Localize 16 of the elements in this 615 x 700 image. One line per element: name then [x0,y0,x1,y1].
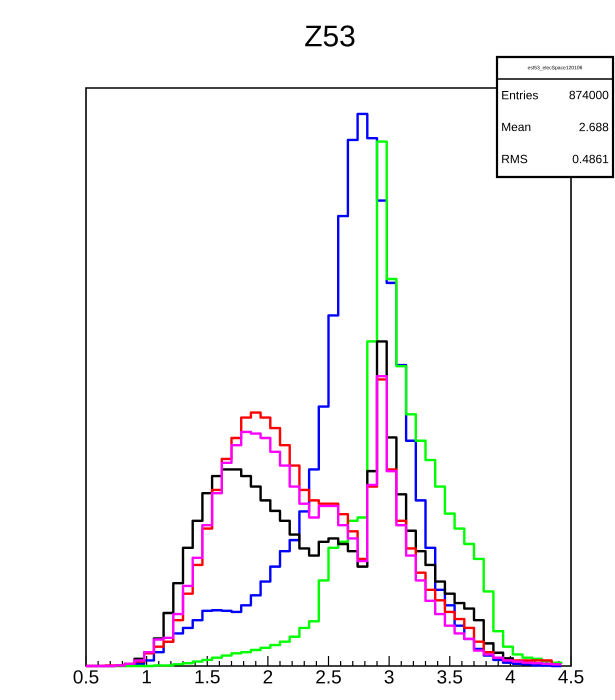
text: Entries [502,90,538,100]
x-tick-label: 3 [384,670,394,684]
annotation: RMS [502,154,528,164]
chart-title: Z53 [305,25,354,47]
x-tick-label: 4 [506,670,516,684]
x-tick-label: 1.5 [196,670,220,684]
x-tick-label: 1 [142,670,151,684]
text: 0.4861 [572,154,608,164]
x-tick-label: 2.5 [316,670,341,684]
x-tick-label: 4.5 [558,670,584,684]
x-tick-label: 2 [264,670,272,684]
text: 2.688 [579,122,608,132]
annotation: Mean [502,122,530,132]
x-tick-label: 0.5 [74,670,98,684]
x-tick-label: 3.5 [437,670,462,684]
text: 874000 [569,90,608,100]
